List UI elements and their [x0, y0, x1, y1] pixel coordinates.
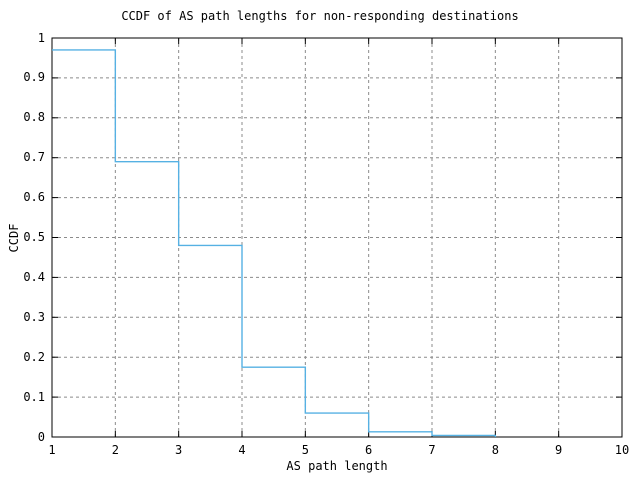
y-tick-label: 0.9 [23, 70, 45, 85]
x-tick-label: 9 [555, 443, 563, 457]
x-tick-label: 5 [301, 443, 309, 457]
y-tick-label: 0.5 [23, 230, 45, 244]
x-tick-label: 3 [175, 443, 183, 457]
y-tick-label: 0.4 [23, 269, 45, 284]
x-tick-label: 10 [614, 443, 630, 457]
y-tick-label: 0.1 [23, 389, 45, 404]
x-tick-label: 1 [48, 443, 56, 457]
x-tick-label: 2 [111, 443, 119, 457]
ccdf-step-line [52, 49, 497, 437]
y-tick-label: 0.7 [23, 150, 45, 165]
y-tick-label: 1 [37, 30, 45, 45]
chart-title: CCDF of AS path lengths for non-respondi… [121, 9, 519, 23]
y-tick-label: 0.6 [23, 190, 45, 205]
y-tick-label: 0.2 [23, 349, 45, 364]
y-tick-label: 0.8 [23, 110, 45, 125]
y-tick-label: 0 [37, 429, 45, 444]
x-tick-label: 4 [238, 443, 246, 457]
x-axis-label: AS path length [286, 459, 388, 473]
x-tick-label: 7 [428, 443, 436, 457]
x-tick-label: 8 [491, 443, 499, 457]
x-tick-label: 6 [365, 443, 373, 457]
y-tick-label: 0.3 [23, 309, 45, 324]
